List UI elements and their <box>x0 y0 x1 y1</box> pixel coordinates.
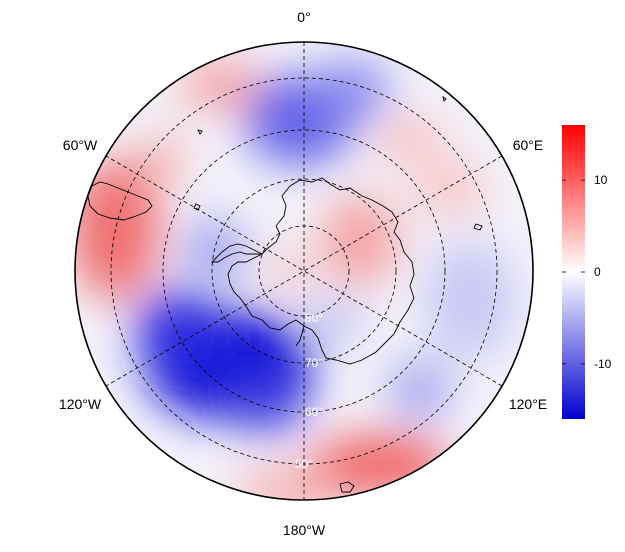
colorbar-gradient <box>562 125 585 419</box>
lon-label-60w: 60°W <box>63 137 98 153</box>
graticule <box>105 42 503 500</box>
longitude-labels: 0° 60°E 120°E 180°W 120°W 60°W <box>59 9 547 538</box>
island-kerguelen <box>473 223 483 231</box>
lon-label-120w: 120°W <box>59 396 102 412</box>
colorbar: 10 0 -10 <box>562 125 612 419</box>
lon-label-120e: 120°E <box>509 396 547 412</box>
lon-label-60e: 60°E <box>513 137 544 153</box>
island-new-zealand <box>339 481 355 493</box>
antarctic-peninsula <box>210 243 263 263</box>
island-small-1 <box>442 95 447 102</box>
colorbar-tick-label: -10 <box>594 357 612 371</box>
island-south-georgia <box>193 203 201 211</box>
lon-label-180w: 180°W <box>283 522 326 538</box>
map-boundary <box>74 41 534 501</box>
colorbar-tick-label: 10 <box>594 173 608 187</box>
colorbar-ticks: 10 0 -10 <box>562 173 612 371</box>
latitude-circle-60 <box>162 129 446 413</box>
meridian-120e-60w <box>105 155 503 387</box>
lat-label-60: 70° <box>305 356 323 370</box>
lat-label-50: 60° <box>305 405 323 419</box>
colorbar-tick-label: 0 <box>594 265 601 279</box>
coastlines <box>87 95 483 493</box>
latitude-circle-70 <box>211 178 397 364</box>
island-small-2 <box>197 129 203 135</box>
antarctica-coastline <box>227 177 415 365</box>
latitude-labels: 50° 80° 70° 60° <box>295 311 323 471</box>
lat-label-70: 80° <box>305 311 323 325</box>
lon-label-0: 0° <box>297 9 310 25</box>
south-america-coastline <box>87 181 153 221</box>
meridian-60e-120w <box>105 155 503 387</box>
ross-ice-shelf <box>295 325 305 347</box>
lat-label-80: 50° <box>295 457 313 471</box>
